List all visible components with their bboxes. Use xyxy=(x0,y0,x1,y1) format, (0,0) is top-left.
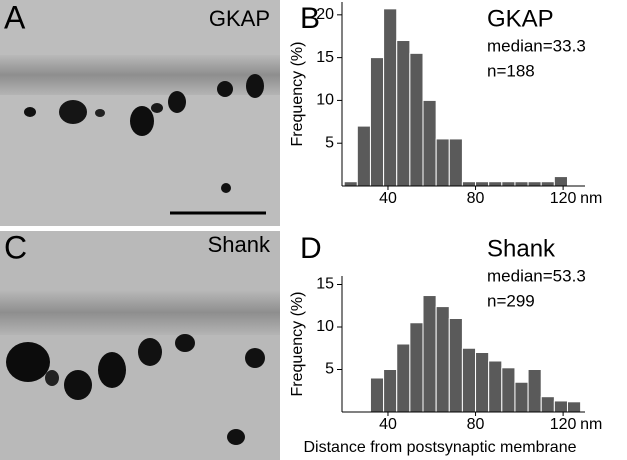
bar xyxy=(488,360,503,413)
bar xyxy=(396,343,411,413)
x-tick-label: 40 xyxy=(379,416,397,433)
micrograph-a xyxy=(0,0,280,226)
x-tick-label: 120 xyxy=(550,190,577,207)
bar xyxy=(475,352,490,413)
chart-title: GKAP xyxy=(487,5,554,32)
bar xyxy=(409,52,424,187)
y-tick-label: 10 xyxy=(316,92,334,109)
x-unit: nm xyxy=(580,190,602,207)
x-tick-label: 80 xyxy=(467,190,485,207)
bar xyxy=(369,57,385,187)
y-tick-label: 10 xyxy=(316,318,334,335)
bar xyxy=(540,181,555,187)
annotation: median=53.3 xyxy=(487,266,586,285)
y-axis-label: Frequency (%) xyxy=(289,42,306,147)
panel-text: GKAP xyxy=(209,6,270,31)
panel-label: D xyxy=(300,232,322,265)
bar xyxy=(527,181,542,187)
bar xyxy=(461,347,477,413)
x-tick-label: 40 xyxy=(379,190,397,207)
bar xyxy=(435,306,450,413)
bar xyxy=(356,125,371,187)
bar xyxy=(435,138,450,187)
y-tick-label: 15 xyxy=(316,49,334,66)
panel-label: B xyxy=(300,2,320,35)
bar xyxy=(540,396,555,413)
bar xyxy=(461,181,477,187)
bar xyxy=(566,401,582,413)
bar xyxy=(488,181,503,187)
bar xyxy=(369,377,385,413)
bar xyxy=(343,181,358,187)
y-tick-label: 20 xyxy=(316,6,334,23)
bar xyxy=(501,367,516,413)
y-tick-label: 5 xyxy=(325,134,334,151)
bar xyxy=(514,381,529,413)
x-unit: nm xyxy=(580,416,602,433)
panel-label: C xyxy=(4,229,27,265)
x-tick-label: 80 xyxy=(467,416,485,433)
bar xyxy=(448,138,463,187)
annotation: n=188 xyxy=(487,61,535,80)
y-tick-label: 5 xyxy=(325,361,334,378)
bar xyxy=(553,400,568,413)
x-tick-label: 120 xyxy=(550,416,577,433)
annotation: n=299 xyxy=(487,291,535,310)
chart-title: Shank xyxy=(487,235,556,262)
annotation: median=33.3 xyxy=(487,36,586,55)
bar xyxy=(422,99,437,187)
panel-text: Shank xyxy=(208,232,271,257)
bar xyxy=(448,318,463,413)
bar xyxy=(501,181,516,187)
bar xyxy=(527,369,542,413)
bar xyxy=(383,369,398,413)
bar xyxy=(514,181,529,187)
bar xyxy=(553,176,568,187)
micrograph-c xyxy=(0,231,280,460)
bar xyxy=(422,295,437,413)
bar xyxy=(383,8,398,187)
bar xyxy=(475,181,490,187)
bar xyxy=(409,322,424,413)
y-tick-label: 15 xyxy=(316,276,334,293)
panel-label: A xyxy=(4,0,26,35)
y-axis-label: Frequency (%) xyxy=(289,292,306,397)
bar xyxy=(396,40,411,187)
x-axis-label: Distance from postsynaptic membrane xyxy=(304,439,577,456)
